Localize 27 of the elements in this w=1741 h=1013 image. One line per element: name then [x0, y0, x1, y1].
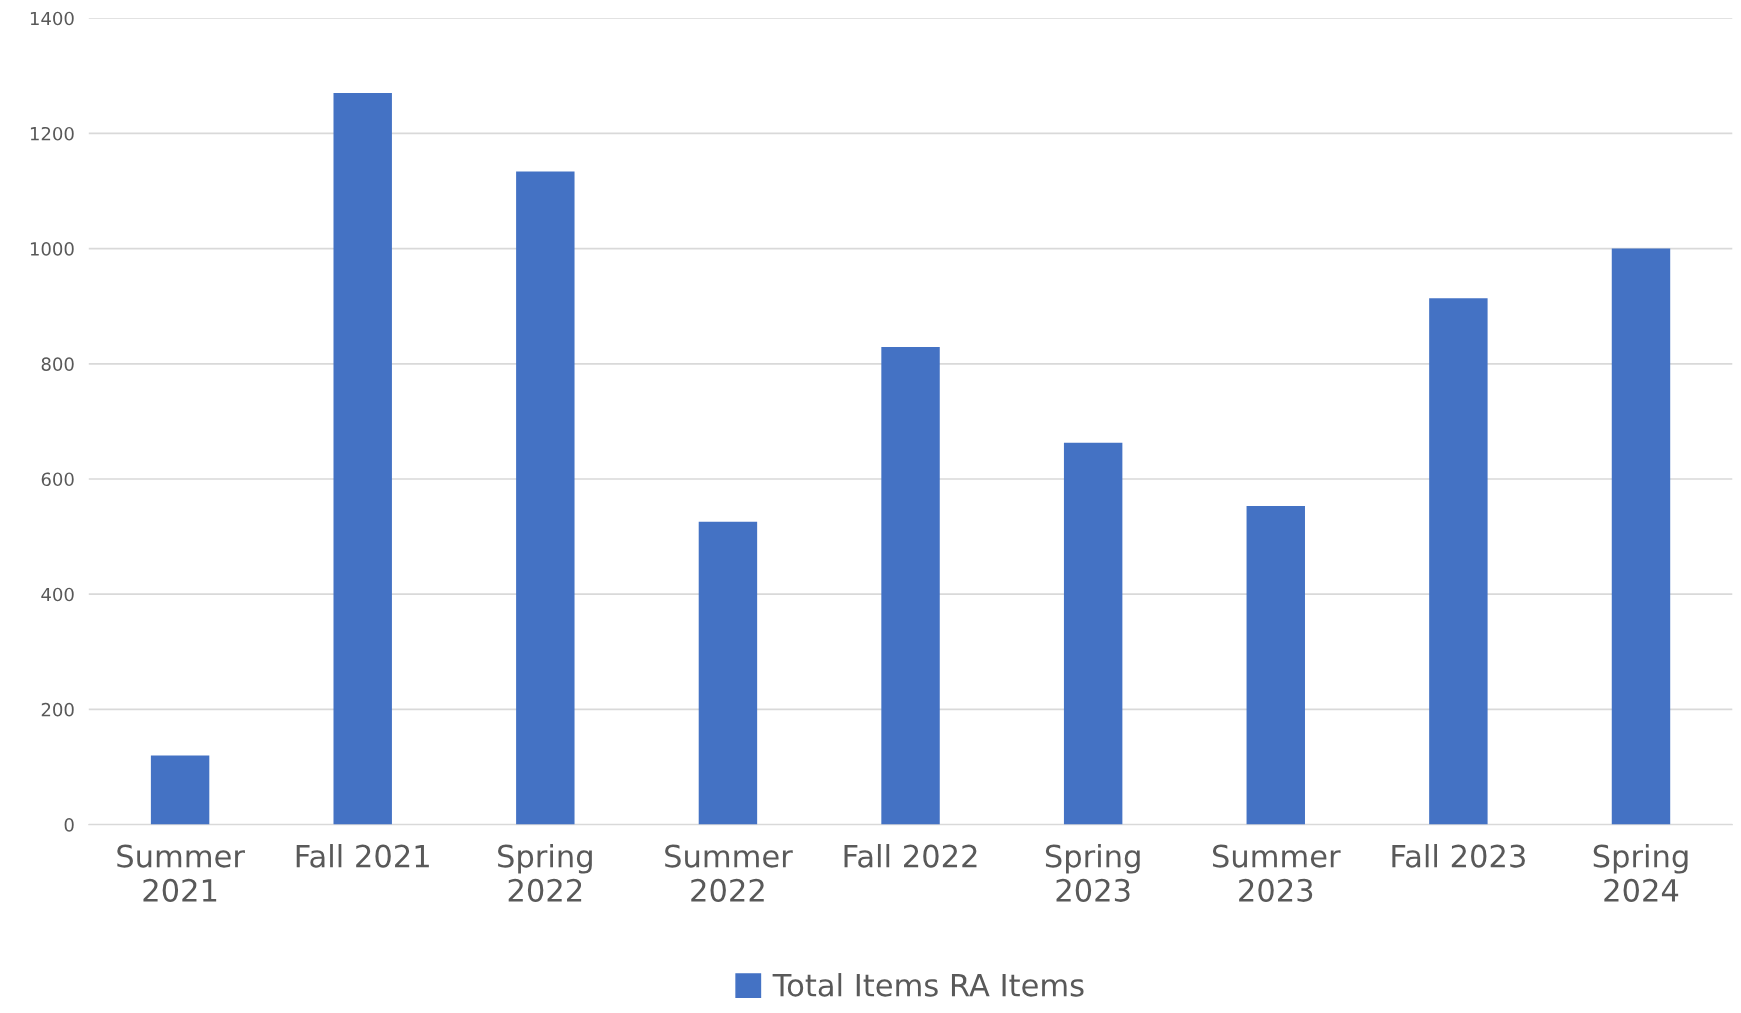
- y-tick-label: 400: [41, 587, 74, 602]
- bar: [1429, 298, 1488, 825]
- bar: [1611, 248, 1671, 825]
- y-tick-label: 1200: [30, 126, 74, 141]
- x-tick-label: Summer 2022: [665, 844, 793, 902]
- x-tick-label: Fall 2021: [296, 844, 429, 868]
- y-tick-label: 1000: [30, 242, 74, 256]
- x-tick-label: Summer 2023: [1212, 844, 1341, 902]
- x-tick-label: Summer 2021: [117, 844, 245, 902]
- x-tick-label: Spring 2024: [1593, 844, 1688, 902]
- x-tick-label: Spring 2022: [498, 844, 592, 902]
- y-tick-label: 600: [41, 472, 74, 487]
- x-tick-label: Spring 2023: [1045, 844, 1140, 902]
- bar: [1246, 506, 1305, 825]
- x-tick-label: Fall 2023: [1392, 844, 1525, 868]
- bar: [698, 521, 758, 825]
- bar: [516, 171, 575, 825]
- bar: [1063, 442, 1123, 825]
- bar: [881, 347, 940, 825]
- bar: [333, 93, 392, 825]
- y-tick-label: 800: [41, 357, 74, 371]
- x-tick-label: Fall 2022: [844, 844, 977, 868]
- bar: [150, 755, 210, 825]
- y-tick-label: 200: [41, 702, 74, 717]
- legend-label: Total Items RA Items: [772, 973, 1084, 997]
- y-tick-label: 1400: [30, 11, 74, 26]
- y-tick-label: 0: [64, 818, 74, 832]
